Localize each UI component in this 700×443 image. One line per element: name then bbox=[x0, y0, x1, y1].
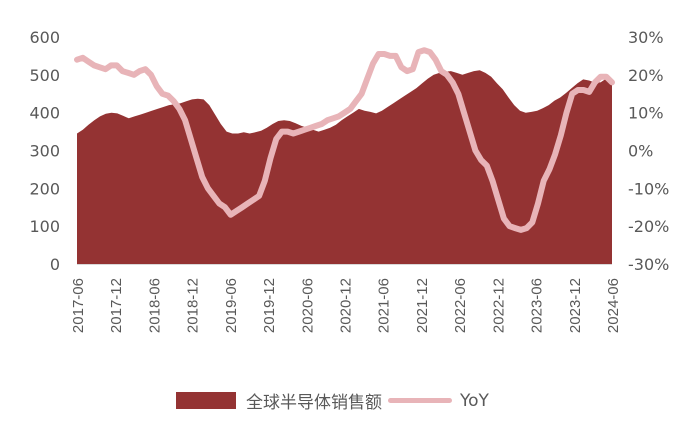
legend: 全球半导体销售额 YoY bbox=[176, 388, 489, 413]
x-axis-tick-label: 2019-12 bbox=[261, 278, 278, 333]
x-axis-tick-label: 2023-12 bbox=[567, 278, 584, 333]
left-axis-tick-label: 200 bbox=[29, 179, 60, 198]
right-axis-ticks: -30% -20% -10% 0% 10% 20% 30% bbox=[628, 28, 669, 274]
x-axis-tick-label: 2022-12 bbox=[490, 278, 507, 333]
x-axis-tick-label: 2018-12 bbox=[185, 278, 202, 333]
x-axis-tick-label: 2019-06 bbox=[223, 278, 240, 333]
x-axis-tick-label: 2017-06 bbox=[70, 278, 87, 333]
x-axis-tick-label: 2024-06 bbox=[605, 278, 622, 333]
x-axis-tick-label: 2018-06 bbox=[146, 278, 163, 333]
legend-area-swatch-icon bbox=[176, 392, 236, 409]
right-axis-tick-label: 0% bbox=[628, 142, 653, 161]
x-axis-tick-label: 2023-06 bbox=[529, 278, 546, 333]
left-axis-tick-label: 300 bbox=[29, 142, 60, 161]
right-axis-tick-label: 20% bbox=[628, 66, 664, 85]
right-axis-tick-label: -20% bbox=[628, 217, 669, 236]
left-axis-tick-label: 400 bbox=[29, 104, 60, 123]
legend-label-yoy: YoY bbox=[460, 390, 489, 411]
right-axis-tick-label: 10% bbox=[628, 104, 664, 123]
x-axis-tick-label: 2020-06 bbox=[299, 278, 316, 333]
right-axis-tick-label: -10% bbox=[628, 179, 669, 198]
left-axis-tick-label: 600 bbox=[29, 28, 60, 47]
x-axis-tick-label: 2022-06 bbox=[452, 278, 469, 333]
x-axis-tick-label: 2017-12 bbox=[108, 278, 125, 333]
left-axis-tick-label: 100 bbox=[29, 217, 60, 236]
left-axis-ticks: 0 100 200 300 400 500 600 bbox=[29, 28, 60, 274]
left-axis-tick-label: 500 bbox=[29, 66, 60, 85]
yoy-line-series bbox=[74, 47, 615, 233]
right-axis-tick-label: -30% bbox=[628, 255, 669, 274]
legend-line-swatch-icon bbox=[388, 398, 452, 403]
right-axis-tick-label: 30% bbox=[628, 28, 664, 47]
x-axis-tick-label: 2021-12 bbox=[414, 278, 431, 333]
x-axis-tick-label: 2020-12 bbox=[338, 278, 355, 333]
sales-area-series bbox=[77, 70, 612, 264]
legend-label-sales: 全球半导体销售额 bbox=[246, 393, 382, 413]
x-axis-tick-label: 2021-06 bbox=[376, 278, 393, 333]
x-axis-ticks: 2017-06 2017-12 2018-06 2018-12 2019-06 2019-… bbox=[70, 278, 622, 333]
left-axis-tick-label: 0 bbox=[50, 255, 60, 274]
